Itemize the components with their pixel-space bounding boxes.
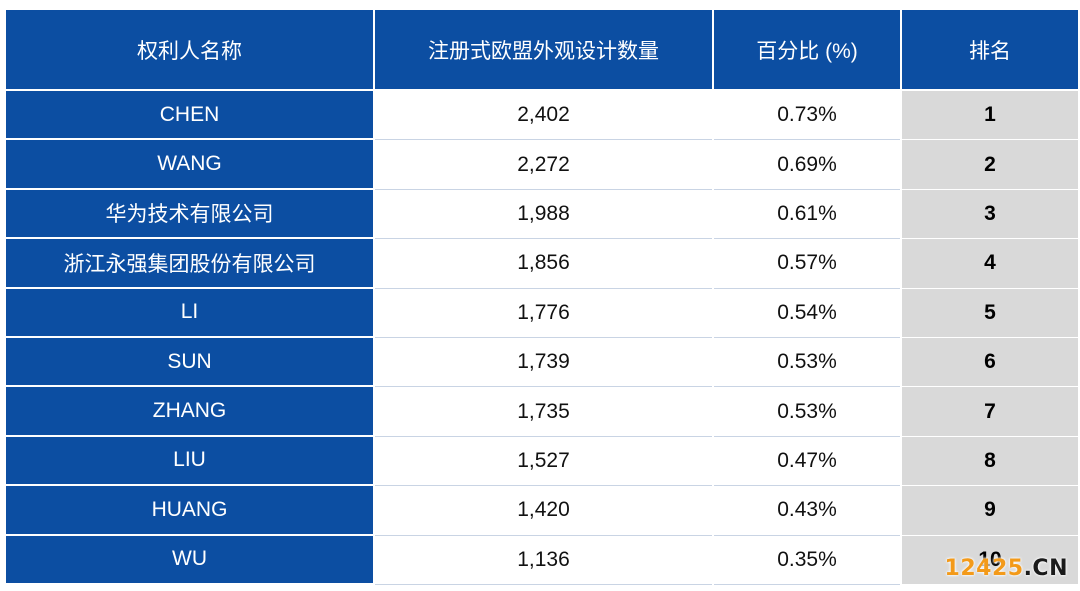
row-4-percent: 0.57% — [714, 239, 900, 289]
row-8-count: 1,527 — [375, 436, 712, 487]
row-3-rank: 3 — [902, 189, 1078, 240]
row-1-name: CHEN — [6, 91, 373, 141]
row-8-rank: 8 — [902, 436, 1078, 487]
row-9-rank: 9 — [902, 486, 1078, 536]
row-9-percent: 0.43% — [714, 486, 900, 536]
site-watermark: 12425.CN — [945, 556, 1068, 581]
row-5-count: 1,776 — [375, 288, 712, 338]
row-8-name: LIU — [6, 436, 373, 487]
header-owner-name: 权利人名称 — [6, 10, 373, 89]
row-7-rank: 7 — [902, 387, 1078, 437]
row-6-rank: 6 — [902, 337, 1078, 388]
row-10-percent: 0.35% — [714, 535, 900, 585]
header-design-count: 注册式欧盟外观设计数量 — [375, 10, 712, 89]
row-2-rank: 2 — [902, 140, 1078, 190]
row-5-rank: 5 — [902, 288, 1078, 338]
row-10-count: 1,136 — [375, 535, 712, 585]
row-10-name: WU — [6, 535, 373, 585]
row-1-percent: 0.73% — [714, 91, 900, 141]
row-6-percent: 0.53% — [714, 337, 900, 388]
row-2-percent: 0.69% — [714, 140, 900, 190]
row-7-count: 1,735 — [375, 387, 712, 437]
design-ranking-table: 权利人名称 注册式欧盟外观设计数量 百分比 (%) 排名 CHEN 2,402 … — [6, 10, 1078, 585]
row-4-rank: 4 — [902, 239, 1078, 289]
row-8-percent: 0.47% — [714, 436, 900, 487]
row-3-percent: 0.61% — [714, 189, 900, 240]
row-3-name: 华为技术有限公司 — [6, 189, 373, 240]
row-5-percent: 0.54% — [714, 288, 900, 338]
row-2-count: 2,272 — [375, 140, 712, 190]
row-7-percent: 0.53% — [714, 387, 900, 437]
row-9-name: HUANG — [6, 486, 373, 536]
row-3-count: 1,988 — [375, 189, 712, 240]
row-1-count: 2,402 — [375, 91, 712, 141]
row-4-name: 浙江永强集团股份有限公司 — [6, 239, 373, 289]
header-rank: 排名 — [902, 10, 1078, 89]
row-2-name: WANG — [6, 140, 373, 190]
row-4-count: 1,856 — [375, 239, 712, 289]
row-6-name: SUN — [6, 337, 373, 388]
row-1-rank: 1 — [902, 91, 1078, 141]
row-5-name: LI — [6, 288, 373, 338]
header-percent: 百分比 (%) — [714, 10, 900, 89]
row-10-rank: 10 — [902, 535, 1078, 585]
row-7-name: ZHANG — [6, 387, 373, 437]
watermark-digits: 12425 — [944, 556, 1024, 581]
row-9-count: 1,420 — [375, 486, 712, 536]
watermark-domain: .CN — [1023, 556, 1068, 581]
row-6-count: 1,739 — [375, 337, 712, 388]
